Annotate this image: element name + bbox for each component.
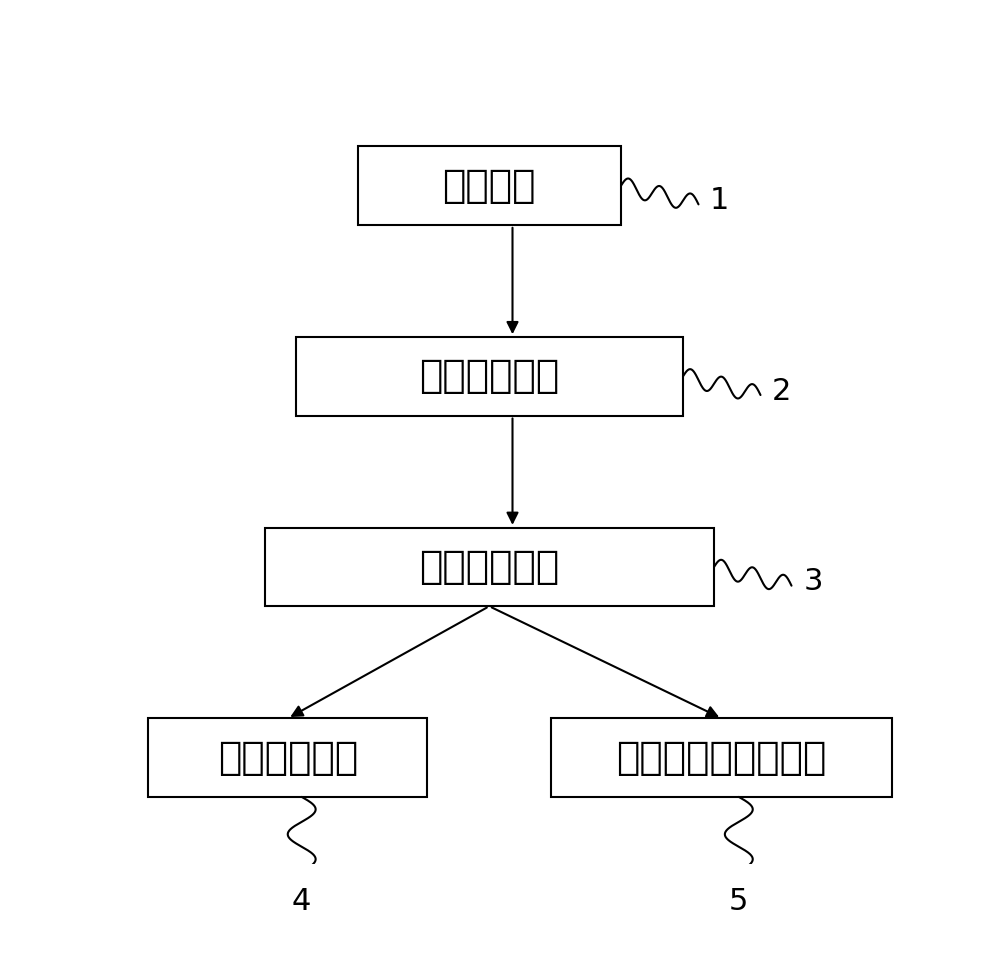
Bar [358,147,621,225]
Text: 1: 1 [710,186,730,216]
Text: 4: 4 [292,887,311,916]
Text: 3: 3 [803,567,823,596]
Bar [148,719,427,797]
Bar [551,719,892,797]
Text: 5: 5 [729,887,748,916]
Text: 收纳单元: 收纳单元 [442,167,536,205]
Text: 废旧手机壳回收单元: 废旧手机壳回收单元 [617,739,827,777]
Text: 低温处理单元: 低温处理单元 [419,357,559,395]
Bar [264,528,714,606]
Text: 电池收集单元: 电池收集单元 [218,739,358,777]
Text: 2: 2 [772,377,792,406]
Text: 输送拆解单元: 输送拆解单元 [419,548,559,586]
Bar [296,337,683,416]
